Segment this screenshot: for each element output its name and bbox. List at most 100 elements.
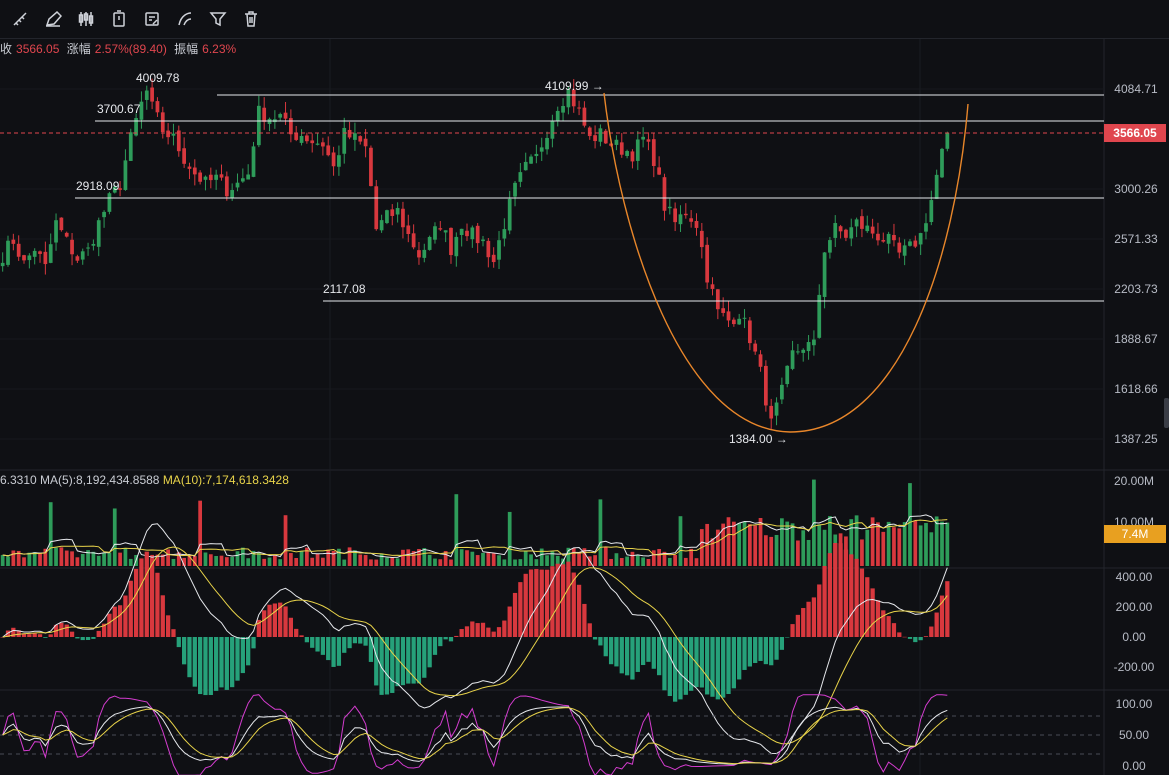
macd-histogram-bar bbox=[630, 637, 635, 680]
macd-histogram-bar bbox=[464, 626, 470, 637]
volume-bar bbox=[582, 548, 587, 566]
candle-body bbox=[326, 145, 331, 156]
note-edit-icon[interactable] bbox=[139, 6, 165, 32]
candle-body bbox=[11, 239, 16, 244]
candle-body bbox=[769, 405, 774, 419]
trash-icon[interactable] bbox=[238, 6, 264, 32]
macd-histogram-bar bbox=[683, 637, 688, 695]
volume-bar bbox=[337, 548, 341, 566]
candle-body bbox=[785, 365, 790, 385]
volume-bar bbox=[796, 540, 800, 566]
candle-body bbox=[48, 244, 53, 263]
pencil-icon[interactable] bbox=[40, 6, 66, 32]
volume-bar bbox=[737, 523, 742, 566]
macd-histogram-bar bbox=[555, 563, 560, 637]
level-label: 3700.67 bbox=[97, 102, 141, 116]
volume-bar bbox=[6, 556, 10, 566]
candle-body bbox=[534, 153, 539, 157]
volume-bar bbox=[555, 555, 560, 566]
macd-histogram-bar bbox=[208, 637, 213, 695]
candle-body bbox=[662, 177, 667, 211]
candle-body bbox=[593, 135, 597, 142]
macd-histogram-bar bbox=[448, 637, 454, 642]
level-label: 4009.78 bbox=[136, 71, 180, 85]
candle-body bbox=[513, 182, 517, 197]
price-info-bar: 收 3566.05 涨幅 2.57%(89.40) 振幅 6.23% bbox=[0, 40, 240, 56]
volume-bar bbox=[619, 558, 624, 566]
curve-icon[interactable] bbox=[172, 6, 198, 32]
macd-histogram-bar bbox=[347, 637, 352, 649]
macd-histogram-bar bbox=[886, 616, 891, 637]
candle-body bbox=[545, 137, 549, 150]
candle-body bbox=[747, 320, 752, 344]
volume-current-tag bbox=[1104, 525, 1166, 543]
volume-bar bbox=[507, 511, 512, 566]
candle-body bbox=[27, 255, 32, 261]
volume-bar bbox=[155, 554, 160, 566]
macd-histogram-bar bbox=[897, 632, 902, 637]
candle-body bbox=[187, 166, 192, 169]
candle-body bbox=[667, 206, 672, 209]
macd-histogram-bar bbox=[523, 573, 528, 637]
volume-bar bbox=[299, 551, 304, 566]
volume-bar bbox=[635, 555, 640, 566]
macd-histogram-bar bbox=[5, 630, 11, 637]
macd-histogram-bar bbox=[635, 637, 640, 672]
volume-axis-tick: 20.00M bbox=[1114, 474, 1154, 488]
macd-histogram-bar bbox=[246, 637, 251, 666]
candle-body bbox=[908, 241, 912, 246]
candle-body bbox=[438, 228, 443, 230]
macd-histogram-bar bbox=[822, 565, 827, 637]
volume-bar bbox=[908, 483, 912, 566]
timer-icon[interactable] bbox=[106, 6, 132, 32]
candles-icon[interactable] bbox=[73, 6, 99, 32]
macd-histogram-bar bbox=[27, 634, 32, 637]
panel-collapse-handle[interactable] bbox=[1164, 398, 1169, 428]
price-axis-tick: 3000.26 bbox=[1114, 182, 1158, 196]
candle-body bbox=[481, 239, 485, 242]
volume-bar bbox=[566, 547, 571, 566]
macd-histogram-bar bbox=[75, 637, 80, 639]
candle-body bbox=[166, 130, 170, 138]
candle-body bbox=[651, 139, 656, 166]
level-label: 2117.08 bbox=[323, 282, 366, 296]
candle-body bbox=[251, 146, 256, 177]
candle-body bbox=[411, 233, 416, 248]
ruler-icon[interactable] bbox=[7, 6, 33, 32]
volume-bar bbox=[651, 550, 656, 566]
candle-body bbox=[150, 87, 154, 102]
macd-histogram-bar bbox=[358, 637, 363, 644]
volume-bar bbox=[390, 557, 395, 566]
candle-body bbox=[294, 132, 299, 140]
macd-histogram-bar bbox=[721, 637, 726, 698]
candle-body bbox=[705, 244, 710, 283]
candle-body bbox=[844, 229, 848, 238]
volume-bar bbox=[849, 519, 854, 566]
macd-histogram-bar bbox=[198, 637, 203, 695]
candle-body bbox=[369, 147, 373, 187]
volume-bar bbox=[742, 521, 747, 566]
volume-bar bbox=[422, 548, 427, 566]
macd-histogram-bar bbox=[838, 543, 843, 637]
volume-bar bbox=[32, 552, 37, 566]
volume-bar bbox=[417, 548, 421, 566]
candle-body bbox=[828, 240, 832, 253]
candle-body bbox=[812, 339, 816, 346]
macd-histogram-bar bbox=[352, 637, 358, 644]
candle-body bbox=[934, 174, 939, 199]
volume-bar bbox=[545, 555, 549, 566]
candle-body bbox=[491, 254, 496, 263]
filter-icon[interactable] bbox=[205, 6, 231, 32]
macd-histogram-bar bbox=[112, 606, 117, 637]
volume-bar bbox=[929, 532, 934, 566]
volume-bar bbox=[38, 552, 42, 566]
candle-body bbox=[43, 251, 48, 265]
candle-body bbox=[758, 354, 763, 367]
macd-histogram-bar bbox=[181, 637, 187, 665]
volume-bar bbox=[27, 552, 32, 566]
high-marker: 4109.99 → bbox=[545, 79, 604, 93]
candle-body bbox=[860, 216, 864, 229]
candle-body bbox=[358, 136, 363, 142]
macd-histogram-bar bbox=[400, 637, 406, 686]
